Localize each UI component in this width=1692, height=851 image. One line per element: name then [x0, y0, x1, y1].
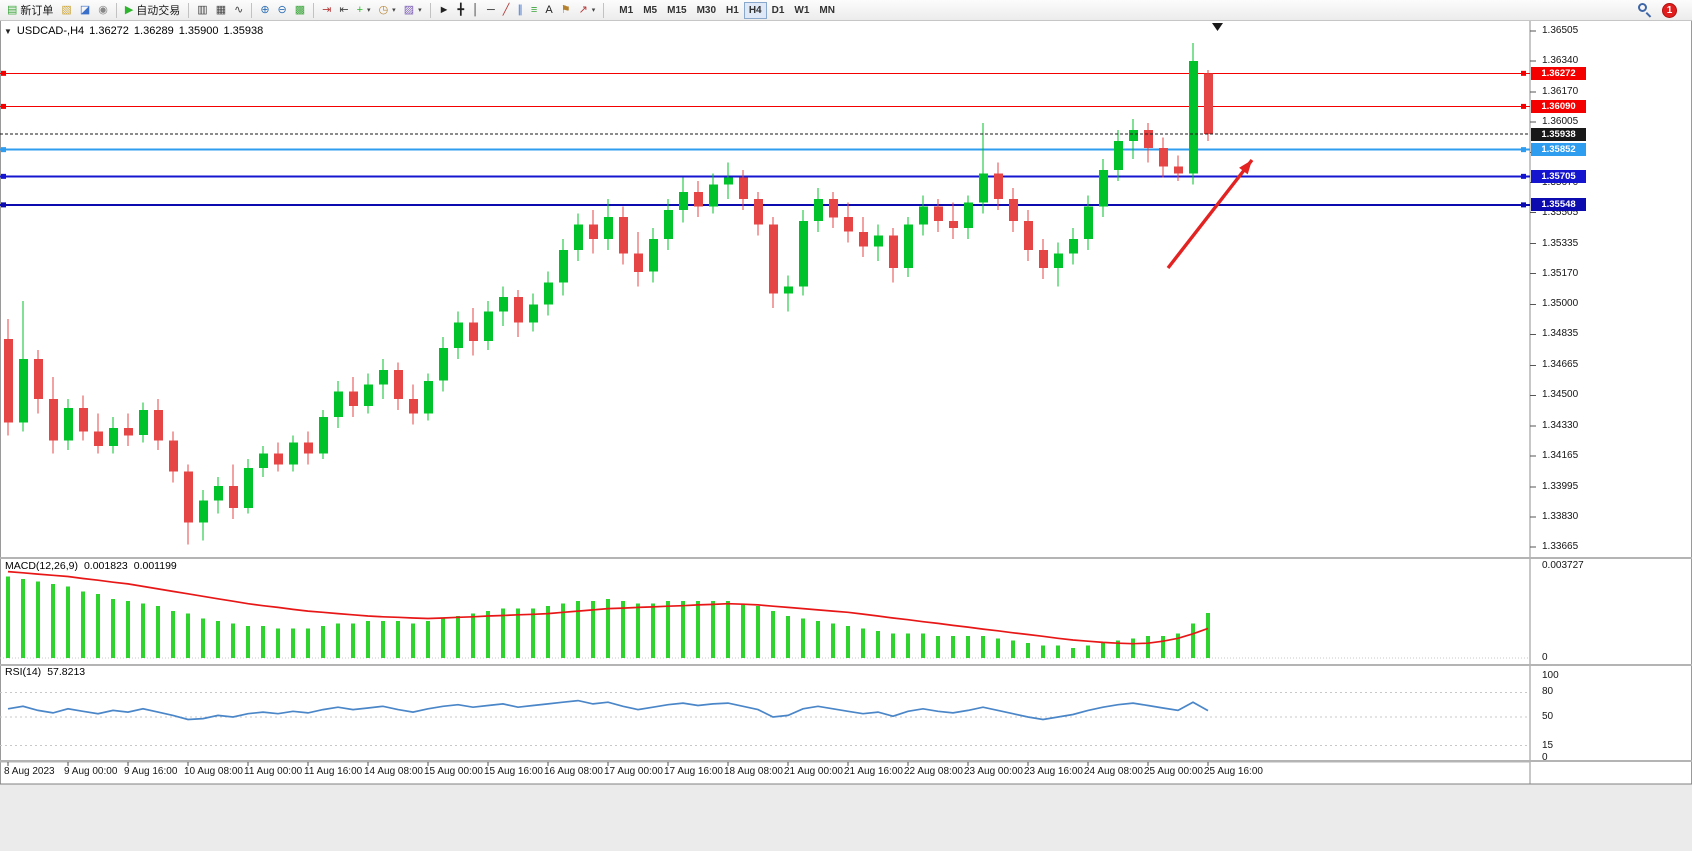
new-order-button-label: 新订单: [20, 5, 54, 17]
auto-scroll-icon: ⇥: [322, 4, 332, 16]
bar-chart-icon: ▥: [197, 4, 208, 16]
rsi-panel: [0, 691, 1530, 747]
timeframe-d1[interactable]: D1: [767, 2, 790, 19]
profiles-button[interactable]: ◪: [76, 1, 94, 19]
search-lens-icon: [1638, 3, 1647, 12]
line-chart-icon: ∿: [234, 4, 244, 16]
timeframe-m15[interactable]: M15: [662, 2, 691, 19]
timeframe-m30[interactable]: M30: [692, 2, 721, 19]
bar-chart-button[interactable]: ▥: [193, 1, 211, 19]
templates-icon: ▨: [403, 4, 415, 16]
navigator-icon: ◉: [98, 4, 108, 16]
search-icon[interactable]: [1638, 3, 1652, 18]
timeframe-w1[interactable]: W1: [789, 2, 814, 19]
text-label-icon: ⚑: [560, 4, 571, 16]
dropdown-arrow-icon: ▾: [591, 7, 596, 14]
auto-trading-icon: ▶: [124, 4, 134, 16]
toolbar-right: 1: [1638, 2, 1689, 18]
zoom-out-icon: ⊖: [277, 4, 287, 16]
text-icon: A: [545, 4, 553, 16]
toolbar-separator: [429, 2, 431, 18]
charts-icon: ▧: [61, 4, 72, 16]
cursor-button[interactable]: ►: [435, 1, 454, 19]
horizontal-line-icon: ─: [487, 4, 495, 16]
line-chart-button[interactable]: ∿: [230, 1, 247, 19]
timeframe-m1[interactable]: M1: [614, 2, 638, 19]
dropdown-arrow-icon: ▾: [392, 7, 396, 14]
trendline-button[interactable]: ╱: [499, 1, 514, 19]
fibonacci-icon: ≡: [530, 4, 538, 16]
notification-badge[interactable]: 1: [1662, 2, 1677, 18]
tile-windows-icon: ▩: [294, 4, 306, 16]
tile-windows-button[interactable]: ▩: [291, 1, 309, 19]
periods-button[interactable]: ◷ ▾: [375, 1, 400, 19]
horizontal-lines: [0, 70, 1530, 208]
trendline-icon: ╱: [502, 4, 510, 16]
axis-ticks: [7, 30, 1536, 766]
price-axis[interactable]: [1530, 21, 1692, 763]
horizontal-line-button[interactable]: ─: [483, 1, 499, 19]
chart-shift-button[interactable]: ⇤: [335, 1, 352, 19]
timeframe-h4[interactable]: H4: [743, 1, 767, 19]
auto-trading-button-label: 自动交易: [136, 5, 181, 17]
new-order-icon: ▤: [7, 4, 18, 16]
panel-frame: [0, 21, 1692, 785]
toolbar-separator: [603, 2, 605, 18]
auto-scroll-button[interactable]: ⇥: [318, 1, 335, 19]
candlestick-series: [4, 42, 1213, 545]
text-button[interactable]: A: [541, 1, 556, 19]
text-label-button[interactable]: ⚑: [557, 1, 575, 19]
toolbar-separator: [188, 2, 190, 18]
macd-panel: [0, 570, 1530, 659]
timeframe-m5[interactable]: M5: [638, 2, 662, 19]
timeframe-h1[interactable]: H1: [721, 2, 744, 19]
bottom-filler: [0, 784, 1692, 851]
toolbar-buttons: ▤ 新订单 ▧ ◪ ◉ ▶ 自动交易 ▥ ▦ ∿ ⊕ ⊖ ▩ ⇥ ⇤ + ▾ ◷ ▾ ▨ ▾ ► ╋ │ ─ ╱ ∥ ≡ A ⚑ ↗ ▾: [3, 1, 608, 19]
arrows-icon: ↗: [578, 4, 588, 16]
chart-shift-icon: ⇤: [339, 4, 349, 16]
time-axis[interactable]: [0, 762, 1530, 784]
new-order-button[interactable]: ▤ 新订单: [3, 1, 57, 19]
search-handle-icon: [1645, 12, 1652, 18]
toolbar-separator: [313, 2, 315, 18]
candlestick-chart-button[interactable]: ▦: [212, 1, 230, 19]
indicators-icon: +: [356, 4, 364, 16]
navigator-button[interactable]: ◉: [94, 1, 112, 19]
toolbar-separator: [115, 2, 117, 18]
profiles-icon: ◪: [79, 4, 91, 16]
channel-button[interactable]: ∥: [513, 1, 527, 19]
arrows-button[interactable]: ↗ ▾: [575, 1, 600, 19]
timeframe-mn[interactable]: MN: [814, 2, 840, 19]
toolbar-separator: [251, 2, 253, 18]
zoom-out-button[interactable]: ⊖: [274, 1, 291, 19]
periods-icon: ◷: [378, 4, 389, 16]
charts-button[interactable]: ▧: [57, 1, 75, 19]
timeframe-toolbar: M1 M5 M15 M30 H1 H4 D1 W1 MN: [614, 1, 840, 19]
vertical-line-icon: │: [472, 4, 479, 16]
arrow-annotation: [1166, 158, 1254, 270]
templates-button[interactable]: ▨ ▾: [400, 1, 426, 19]
chart-shift-marker: [1212, 23, 1223, 31]
dropdown-arrow-icon: ▾: [418, 7, 422, 14]
crosshair-button[interactable]: ╋: [454, 1, 469, 19]
auto-trading-button[interactable]: ▶ 自动交易: [121, 1, 184, 19]
cursor-icon: ►: [438, 4, 450, 16]
zoom-in-icon: ⊕: [260, 4, 270, 16]
fibonacci-button[interactable]: ≡: [527, 1, 541, 19]
channel-icon: ∥: [517, 4, 523, 16]
toolbar: ▤ 新订单 ▧ ◪ ◉ ▶ 自动交易 ▥ ▦ ∿ ⊕ ⊖ ▩ ⇥ ⇤ + ▾ ◷ ▾ ▨ ▾ ► ╋ │ ─ ╱ ∥ ≡ A ⚑ ↗ ▾ M1…: [0, 0, 1692, 21]
zoom-in-button[interactable]: ⊕: [256, 1, 273, 19]
indicators-button[interactable]: + ▾: [353, 1, 375, 19]
crosshair-icon: ╋: [457, 4, 465, 16]
dropdown-arrow-icon: ▾: [367, 7, 371, 14]
candlestick-chart-icon: ▦: [215, 4, 227, 16]
vertical-line-button[interactable]: │: [468, 1, 483, 19]
